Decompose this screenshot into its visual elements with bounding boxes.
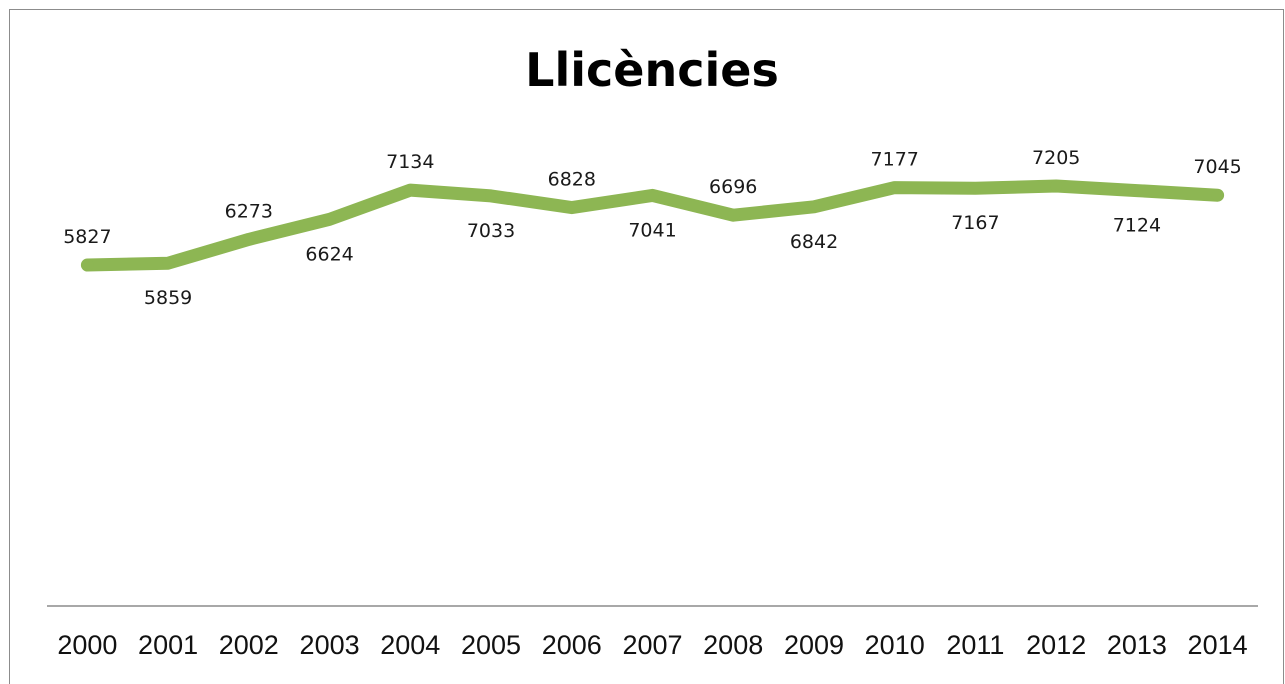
data-point-2013 [1130, 184, 1143, 197]
x-tick-label-2005: 2005 [461, 630, 521, 660]
x-tick-label-2004: 2004 [380, 630, 440, 660]
data-label-2005: 7033 [467, 220, 515, 242]
data-point-2000 [81, 259, 94, 271]
x-tick-label-2007: 2007 [622, 630, 682, 660]
chart-frame [9, 9, 1284, 684]
x-tick-label-2009: 2009 [784, 630, 844, 660]
data-label-2003: 6624 [305, 243, 353, 265]
data-point-2001 [162, 257, 175, 270]
data-point-2014 [1211, 189, 1224, 202]
x-tick-label-2006: 2006 [542, 630, 602, 660]
x-tick-label-2011: 2011 [946, 630, 1004, 660]
data-label-2000: 5827 [63, 226, 111, 248]
data-point-2009 [808, 200, 820, 213]
data-label-2002: 6273 [225, 200, 273, 222]
data-point-2010 [888, 181, 901, 194]
data-label-2004: 7134 [386, 151, 434, 173]
data-label-2009: 6842 [790, 231, 838, 253]
data-point-2011 [969, 182, 982, 195]
x-tick-label-2013: 2013 [1107, 630, 1167, 660]
x-tick-label-2002: 2002 [219, 630, 279, 660]
x-tick-label-2008: 2008 [703, 630, 763, 660]
data-point-2007 [646, 189, 659, 202]
x-tick-labels: 2000 2001 2002 2003 2004 2005 2006 2007 2008 2009… [57, 630, 1247, 660]
data-point-2006 [565, 201, 578, 214]
data-label-layer: 5827 5859 6273 6624 7134 7033 6828 7041 6696 6842… [63, 147, 1242, 309]
data-label-2013: 7124 [1113, 215, 1161, 237]
data-label-2006: 6828 [548, 169, 596, 191]
data-point-2005 [485, 189, 497, 202]
data-label-2014: 7045 [1193, 156, 1241, 178]
x-tick-label-2001: 2001 [138, 630, 198, 660]
data-point-2012 [1050, 180, 1063, 192]
x-tick-label-2003: 2003 [300, 630, 360, 660]
data-label-2001: 5859 [144, 287, 192, 309]
data-point-2003 [323, 213, 336, 226]
x-tick-label-2012: 2012 [1026, 630, 1086, 660]
data-point-2004 [404, 184, 417, 197]
data-point-2002 [242, 233, 255, 246]
data-label-2011: 7167 [951, 212, 999, 234]
x-tick-label-2014: 2014 [1188, 630, 1248, 660]
x-tick-label-2010: 2010 [865, 630, 925, 660]
data-label-2008: 6696 [709, 176, 757, 198]
x-tick-label-2000: 2000 [57, 630, 117, 660]
data-label-2012: 7205 [1032, 147, 1080, 169]
data-label-2010: 7177 [871, 149, 919, 171]
chart-title: Llicències [525, 43, 779, 97]
data-point-2008 [727, 209, 740, 222]
series-layer [80, 179, 1225, 272]
data-label-2007: 7041 [628, 219, 676, 241]
